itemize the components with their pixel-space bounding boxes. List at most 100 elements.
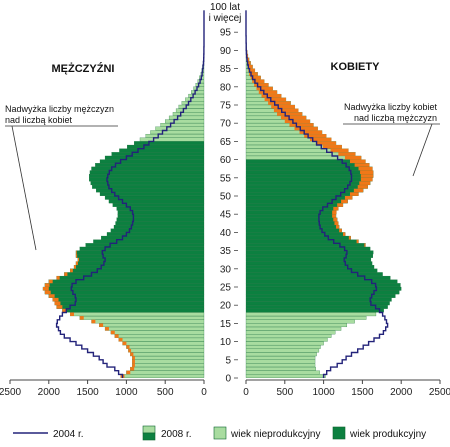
age-tick-label: 10: [220, 337, 232, 348]
men-bar-age-47: [112, 203, 205, 207]
age-tick-label: 80: [220, 82, 232, 93]
men-bar-age-18: [62, 308, 205, 313]
women-surplus-age-50: [349, 192, 359, 196]
women-bar-age-27: [245, 275, 391, 280]
women-surplus-bars: [246, 10, 374, 247]
women-surplus-age-79: [256, 86, 273, 91]
men-bar-age-23: [44, 290, 205, 295]
men-bar-age-19: [56, 305, 205, 309]
women-surplus-age-40: [339, 228, 342, 233]
women-bar-age-59: [245, 159, 366, 164]
men-surplus-age-5: [132, 356, 135, 360]
women-bar-age-43: [245, 217, 338, 222]
women-surplus-age-64: [315, 141, 337, 145]
men-bar-age-72: [172, 112, 205, 116]
men-bar-age-62: [119, 148, 205, 153]
women-bar-age-39: [245, 232, 346, 237]
age-tick-label: 85: [220, 64, 232, 75]
men-bar-age-5: [132, 356, 205, 360]
men-surplus-age-13: [105, 327, 109, 331]
age-tick-label: 30: [220, 264, 232, 275]
men-surplus-age-8: [126, 345, 130, 349]
women-bar-age-7: [245, 348, 320, 353]
women-bar-age-8: [245, 345, 321, 349]
men-bar-age-30: [73, 265, 205, 269]
men-bar-age-36: [85, 243, 205, 247]
women-surplus-age-56: [360, 170, 374, 175]
women-bar-age-2: [245, 366, 316, 371]
men-bar-age-0: [120, 374, 205, 378]
men-surplus-age-19: [56, 305, 63, 309]
women-bar-age-58: [245, 163, 370, 167]
women-bar-age-4: [245, 359, 316, 364]
men-bar-age-24: [42, 286, 205, 291]
women-surplus-age-51: [353, 188, 364, 193]
men-surplus-age-28: [64, 272, 68, 276]
right-x-tick-label: 1500: [351, 387, 374, 398]
men-bar-age-73: [175, 108, 205, 113]
men-surplus-age-29: [70, 268, 73, 273]
men-surplus-age-22: [48, 294, 55, 298]
men-bar-age-46: [116, 206, 205, 211]
age-tick-label: 0: [225, 374, 231, 385]
men-surplus-note-line1: Nadwyżka liczby mężczyzn: [5, 104, 114, 114]
women-surplus-age-48: [341, 199, 348, 204]
men-2004-line: [55, 10, 205, 378]
men-surplus-age-30: [74, 265, 76, 269]
women-surplus-age-83: [249, 72, 258, 76]
left-x-tick-label: 500: [157, 387, 174, 398]
women-bar-age-23: [245, 290, 400, 295]
men-bar-age-42: [115, 221, 205, 226]
women-bar-age-21: [245, 297, 392, 302]
right-x-tick-label: 0: [243, 387, 249, 398]
age-tick-label: 65: [220, 137, 232, 148]
age-tick-label: 70: [220, 119, 232, 130]
men-bar-age-56: [89, 170, 205, 175]
women-bar-age-60: [245, 155, 362, 160]
women-surplus-age-55: [360, 174, 374, 178]
men-bar-age-50: [99, 192, 205, 196]
men-bar-age-38: [101, 235, 205, 240]
women-surplus-age-52: [357, 185, 368, 189]
women-surplus-age-46: [333, 206, 339, 211]
men-surplus-age-7: [128, 348, 132, 353]
men-bar-age-3: [132, 363, 205, 368]
men-bar-age-66: [145, 133, 205, 138]
women-bar-age-44: [245, 214, 337, 218]
women-bar-age-25: [245, 283, 401, 287]
women-surplus-age-62: [330, 148, 349, 153]
women-surplus-age-41: [336, 225, 340, 229]
women-bar-age-61: [245, 152, 356, 156]
women-surplus-age-65: [310, 137, 332, 142]
men-bar-age-63: [127, 144, 205, 149]
legend-2008-swatch-light: [142, 425, 156, 434]
women-surplus-age-66: [304, 134, 327, 138]
women-bars: [245, 10, 402, 378]
men-surplus-age-12: [110, 330, 115, 335]
men-surplus-age-27: [56, 276, 60, 280]
women-surplus-age-82: [250, 75, 261, 80]
men-bar-age-75: [181, 101, 205, 105]
women-bar-age-35: [245, 246, 371, 251]
men-bar-age-10: [118, 337, 205, 342]
legend-productive-label: wiek produkcyjny: [349, 429, 426, 440]
women-surplus-age-59: [349, 159, 366, 164]
men-bar-age-60: [104, 155, 205, 160]
men-bar-age-2: [130, 366, 205, 371]
women-bar-age-32: [245, 257, 372, 262]
right-x-tick-label: 500: [276, 387, 293, 398]
men-surplus-age-10: [118, 337, 123, 342]
women-surplus-age-58: [354, 163, 370, 167]
left-x-ticks: 2500 2000 1500 1000 500 0: [0, 380, 207, 398]
women-surplus-age-60: [344, 155, 362, 160]
legend-nonproductive-swatch: [213, 426, 227, 440]
men-surplus-age-16: [79, 316, 84, 320]
women-surplus-age-69: [289, 123, 314, 127]
women-bar-age-26: [245, 279, 398, 284]
men-bar-age-48: [108, 199, 205, 204]
women-surplus-age-72: [277, 112, 303, 116]
women-bar-age-55: [245, 174, 374, 178]
men-surplus-age-24: [42, 287, 49, 291]
age-top-label-line2: i więcej: [209, 13, 242, 24]
women-bar-age-42: [245, 221, 339, 226]
